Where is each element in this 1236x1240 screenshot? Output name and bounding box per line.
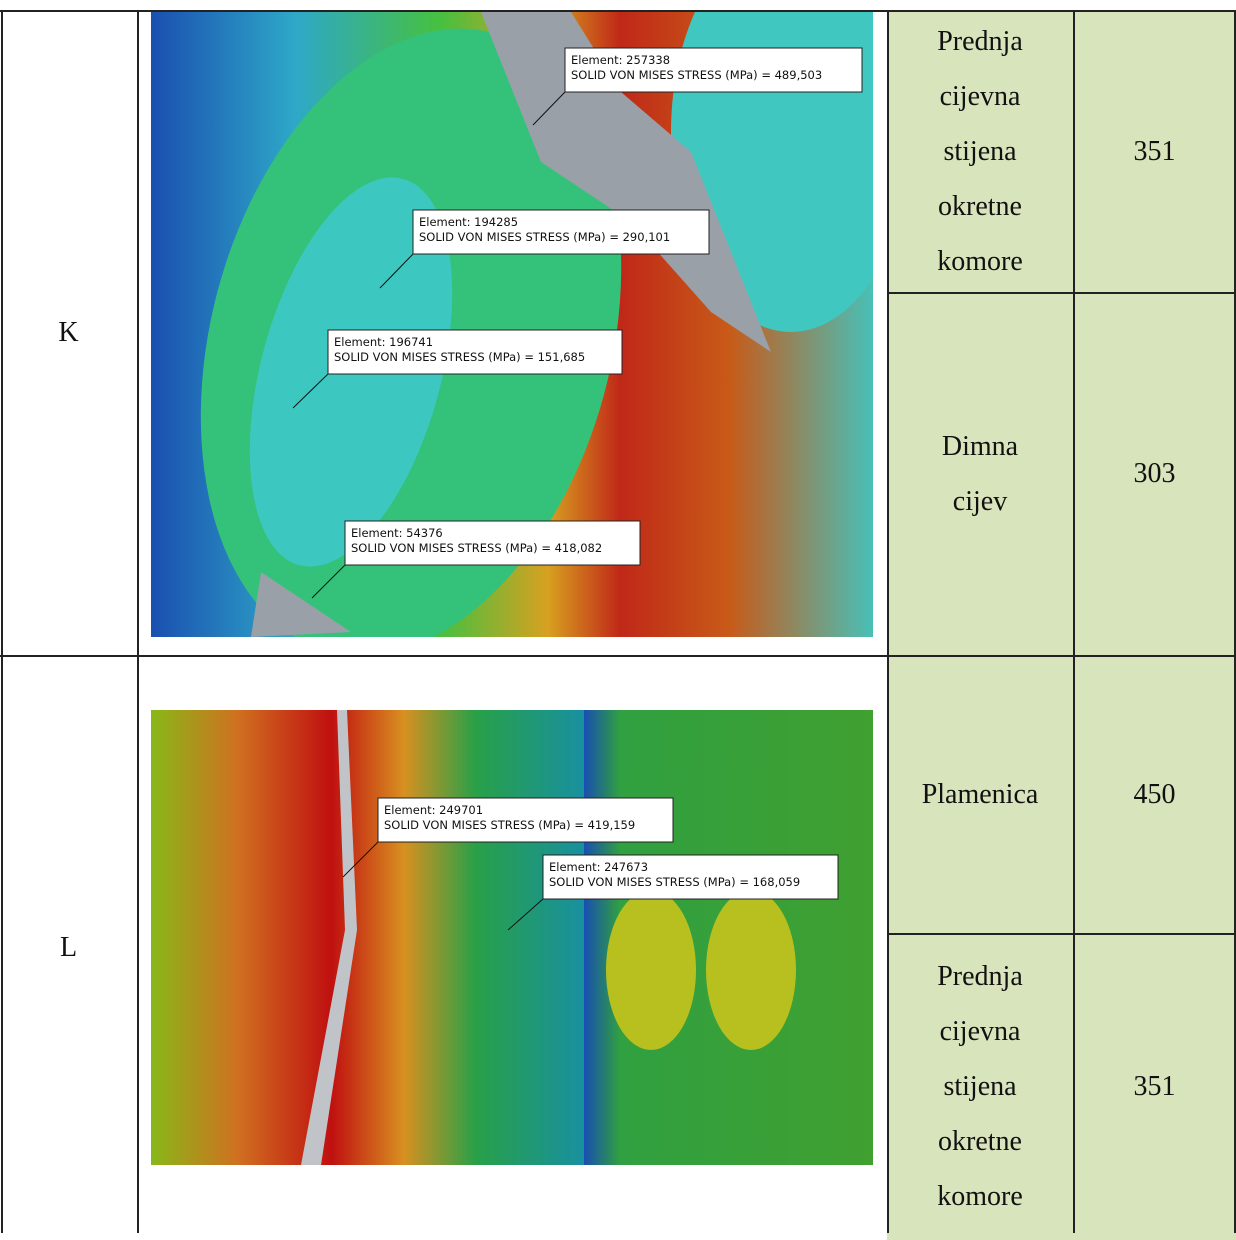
- column-border: [887, 10, 889, 1233]
- annotation-box: [377, 797, 674, 843]
- part-name: Prednja cijevna stijena okretne komore: [887, 933, 1073, 1240]
- part-value-text: 351: [1133, 135, 1176, 167]
- row-split: [887, 292, 1236, 294]
- stress-value: SOLID VON MISES STRESS (MPa) = 419,159: [384, 818, 635, 832]
- element-id: Element: 247673: [549, 860, 648, 874]
- annotation-box: [564, 47, 863, 93]
- row-split: [887, 933, 1236, 935]
- part-name: Prednja cijevna stijena okretne komore: [887, 10, 1073, 292]
- element-id: Element: 196741: [334, 335, 433, 349]
- annotation-box: [542, 854, 839, 900]
- part-value-text: 303: [1133, 458, 1176, 489]
- part-value: 450: [1073, 655, 1236, 933]
- cut: [301, 710, 357, 1165]
- element-id: Element: 249701: [384, 803, 483, 817]
- hole: [606, 890, 696, 1050]
- stress-value: SOLID VON MISES STRESS (MPa) = 168,059: [549, 875, 800, 889]
- part-name-text: Prednja cijevna stijena okretne komore: [937, 25, 1023, 277]
- column-border: [1, 10, 3, 1233]
- annotation-box: [327, 329, 623, 375]
- part-name-text: Prednja cijevna stijena okretne komore: [937, 961, 1023, 1212]
- element-id: Element: 54376: [351, 526, 443, 540]
- column-border: [1234, 10, 1236, 1233]
- leader: [311, 564, 346, 599]
- part-value: 303: [1073, 292, 1236, 655]
- stress-value: SOLID VON MISES STRESS (MPa) = 290,101: [419, 230, 670, 244]
- part-value-text: 351: [1133, 1071, 1176, 1102]
- element-id: Element: 257338: [571, 53, 670, 67]
- column-border: [137, 10, 139, 1233]
- row-label: K: [0, 10, 137, 655]
- annotation-box: [344, 520, 641, 566]
- leader: [292, 373, 329, 409]
- part-value: 351: [1073, 933, 1236, 1240]
- part-name: Plamenica: [887, 655, 1073, 933]
- stress-value: SOLID VON MISES STRESS (MPa) = 151,685: [334, 350, 585, 364]
- stress-value: SOLID VON MISES STRESS (MPa) = 489,503: [571, 68, 822, 82]
- hole: [706, 890, 796, 1050]
- row-label-text: L: [59, 932, 78, 963]
- part-value: 351: [1073, 10, 1236, 292]
- column-border: [1073, 10, 1075, 1233]
- part-name-text: Dimna cijev: [941, 430, 1019, 517]
- row-label: L: [0, 655, 137, 1240]
- leader: [379, 253, 414, 289]
- row-border: [0, 655, 1236, 657]
- annotation-box: [412, 209, 710, 255]
- cut: [251, 572, 351, 637]
- leader: [507, 898, 544, 931]
- cut: [481, 12, 771, 352]
- part-value-text: 450: [1133, 778, 1176, 810]
- leader: [342, 841, 379, 878]
- element-id: Element: 194285: [419, 215, 518, 229]
- row-border: [0, 10, 1236, 12]
- part-name-text: Plamenica: [921, 778, 1039, 810]
- part-name: Dimna cijev: [887, 292, 1073, 655]
- stress-value: SOLID VON MISES STRESS (MPa) = 418,082: [351, 541, 602, 555]
- row-label-text: K: [58, 317, 79, 348]
- leader: [532, 91, 566, 126]
